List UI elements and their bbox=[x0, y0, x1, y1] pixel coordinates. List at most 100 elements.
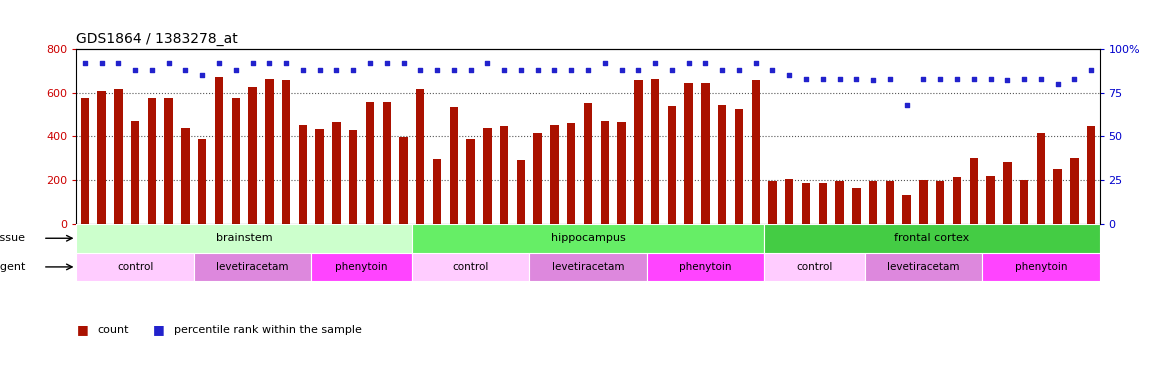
Point bbox=[696, 60, 715, 66]
Bar bbox=[647, 253, 764, 281]
Point bbox=[796, 75, 815, 81]
Bar bbox=[1070, 158, 1078, 224]
Point bbox=[410, 67, 429, 73]
Point bbox=[981, 75, 1000, 81]
Bar bbox=[349, 130, 358, 224]
Point bbox=[477, 60, 496, 66]
Point bbox=[1082, 67, 1101, 73]
Point bbox=[428, 67, 447, 73]
Bar bbox=[567, 123, 575, 224]
Text: frontal cortex: frontal cortex bbox=[894, 233, 969, 243]
Text: control: control bbox=[453, 262, 489, 272]
Point bbox=[193, 72, 212, 78]
Bar bbox=[719, 105, 727, 224]
Bar bbox=[650, 80, 660, 224]
Bar bbox=[982, 253, 1100, 281]
Bar bbox=[194, 253, 312, 281]
Bar bbox=[936, 181, 944, 224]
Point bbox=[176, 67, 195, 73]
Text: ■: ■ bbox=[153, 324, 165, 336]
Point bbox=[1015, 75, 1034, 81]
Bar bbox=[886, 181, 894, 224]
Bar bbox=[751, 81, 760, 224]
Bar bbox=[382, 102, 390, 224]
Point bbox=[747, 60, 766, 66]
Bar bbox=[400, 137, 408, 224]
Text: percentile rank within the sample: percentile rank within the sample bbox=[174, 325, 362, 335]
Bar bbox=[764, 224, 1100, 253]
Text: tissue: tissue bbox=[0, 233, 26, 243]
Text: phenytoin: phenytoin bbox=[1015, 262, 1067, 272]
Bar bbox=[617, 122, 626, 224]
Bar bbox=[550, 125, 559, 224]
Point bbox=[763, 67, 782, 73]
Point bbox=[92, 60, 111, 66]
Bar bbox=[483, 128, 492, 224]
Point bbox=[595, 60, 614, 66]
Point bbox=[294, 67, 313, 73]
Text: control: control bbox=[796, 262, 833, 272]
Bar bbox=[265, 80, 274, 224]
Point bbox=[964, 75, 983, 81]
Bar bbox=[416, 89, 425, 224]
Point bbox=[276, 60, 295, 66]
Bar bbox=[248, 87, 256, 224]
Point bbox=[243, 60, 262, 66]
Bar bbox=[818, 183, 827, 224]
Bar bbox=[735, 109, 743, 224]
Bar bbox=[232, 98, 240, 224]
Point bbox=[579, 67, 597, 73]
Point bbox=[1031, 75, 1050, 81]
Bar bbox=[333, 122, 341, 224]
Text: control: control bbox=[116, 262, 153, 272]
Point bbox=[780, 72, 799, 78]
Point bbox=[361, 60, 380, 66]
Bar bbox=[366, 102, 374, 224]
Bar bbox=[81, 98, 89, 224]
Text: levetiracetam: levetiracetam bbox=[887, 262, 960, 272]
Bar bbox=[433, 159, 441, 224]
Bar bbox=[902, 195, 911, 224]
Bar bbox=[516, 160, 526, 224]
Bar bbox=[131, 121, 139, 224]
Bar bbox=[768, 181, 776, 224]
Point bbox=[377, 60, 396, 66]
Text: hippocampus: hippocampus bbox=[550, 233, 626, 243]
Bar bbox=[864, 253, 982, 281]
Point bbox=[863, 77, 882, 83]
Text: levetiracetam: levetiracetam bbox=[216, 262, 289, 272]
Point bbox=[394, 60, 413, 66]
Text: phenytoin: phenytoin bbox=[335, 262, 388, 272]
Text: count: count bbox=[98, 325, 129, 335]
Bar bbox=[181, 128, 189, 224]
Point bbox=[897, 102, 916, 108]
Point bbox=[613, 67, 632, 73]
Bar bbox=[98, 92, 106, 224]
Point bbox=[495, 67, 514, 73]
Bar bbox=[869, 181, 877, 224]
Bar bbox=[76, 224, 412, 253]
Bar bbox=[634, 81, 642, 224]
Bar bbox=[1087, 126, 1095, 224]
Bar bbox=[529, 253, 647, 281]
Point bbox=[914, 75, 933, 81]
Bar bbox=[920, 180, 928, 224]
Bar bbox=[853, 188, 861, 224]
Point bbox=[209, 60, 228, 66]
Point bbox=[998, 77, 1017, 83]
Point bbox=[629, 67, 648, 73]
Text: GDS1864 / 1383278_at: GDS1864 / 1383278_at bbox=[76, 32, 239, 46]
Point bbox=[528, 67, 547, 73]
Text: phenytoin: phenytoin bbox=[680, 262, 731, 272]
Text: agent: agent bbox=[0, 262, 26, 272]
Point bbox=[544, 67, 563, 73]
Point bbox=[830, 75, 849, 81]
Point bbox=[159, 60, 178, 66]
Bar bbox=[701, 83, 709, 224]
Point bbox=[310, 67, 329, 73]
Point bbox=[226, 67, 245, 73]
Bar bbox=[148, 98, 156, 224]
Point bbox=[881, 75, 900, 81]
Bar bbox=[198, 138, 207, 224]
Point bbox=[461, 67, 480, 73]
